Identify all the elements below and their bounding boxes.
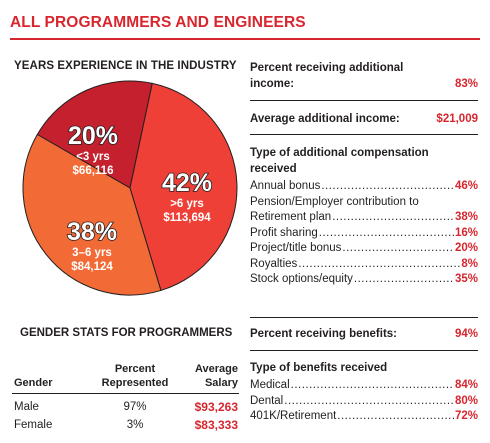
slice-salary-label: $66,116 (73, 165, 114, 177)
slice-percent-label: 42% (162, 169, 212, 197)
percent-header-line-2: Represented (101, 377, 169, 389)
comp-item-project-bonus: Project/title bonus20% (250, 241, 478, 257)
compensation-title-2: received (250, 163, 297, 175)
slice-range-label: 3–6 yrs (72, 247, 112, 259)
salary-cell-male: $93,263 (194, 400, 238, 414)
slice-percent-label: 20% (68, 122, 118, 150)
slice-range-label: >6 yrs (170, 198, 204, 210)
benefit-item-401k: 401K/Retirement72% (250, 409, 478, 425)
salary-cell-female: $83,333 (194, 418, 238, 432)
comp-item-annual-bonus: Annual bonus46% (250, 179, 478, 195)
benefit-item-medical: Medical84% (250, 378, 478, 394)
benefit-types-title: Type of benefits received (250, 362, 388, 374)
gender-cell-female: Female (14, 419, 53, 431)
benefit-types-block: Type of benefits received Medical84% Den… (250, 360, 478, 425)
gender-stats-title: GENDER STATS FOR PROGRAMMERS (20, 327, 233, 339)
compensation-types-block: Type of additional compensation received… (250, 145, 478, 288)
gender-column-header: Gender (14, 377, 53, 389)
comp-item-pension-line-1: Pension/Employer contribution to (250, 195, 419, 208)
rule-1 (250, 100, 478, 101)
comp-item-retirement-plan: Retirement plan38% (250, 210, 478, 226)
pie-slice (129, 82, 238, 292)
comp-item-royalties: Royalties8% (250, 257, 478, 273)
title-rule (10, 38, 480, 40)
avg-additional-income-label: Average additional income: (250, 113, 400, 125)
benefits-block: Percent receiving benefits: 94% (250, 326, 478, 342)
salary-header-line-1: Average (194, 363, 238, 375)
pie-slice (36, 80, 153, 189)
gender-cell-male: Male (14, 401, 39, 413)
benefits-label: Percent receiving benefits: (250, 328, 397, 340)
rule-4 (250, 350, 478, 351)
benefits-value: 94% (454, 328, 478, 340)
compensation-title-1: Type of additional compensation (250, 147, 429, 159)
slice-salary-label: $84,124 (71, 261, 113, 273)
additional-income-label-1: Percent receiving additional (250, 62, 404, 74)
slice-percent-label: 38% (67, 218, 117, 246)
comp-item-profit-sharing: Profit sharing16% (250, 226, 478, 242)
salary-column-header: Average Salary (180, 362, 238, 390)
gender-table-rule (12, 393, 239, 394)
percent-column-header: Percent Represented (85, 362, 185, 390)
slice-range-label: <3 yrs (76, 151, 110, 163)
percent-cell-female: 3% (126, 419, 144, 431)
percent-header-line-1: Percent (114, 363, 156, 375)
rule-3 (250, 317, 478, 318)
rule-2 (250, 134, 478, 135)
percent-cell-male: 97% (123, 401, 147, 413)
additional-income-label-2: income: (250, 78, 295, 90)
slice-salary-label: $113,694 (163, 212, 211, 224)
avg-additional-income-block: Average additional income: $21,009 (250, 111, 478, 127)
benefit-item-dental: Dental80% (250, 394, 478, 410)
salary-header-line-2: Salary (204, 377, 238, 389)
page-title: ALL PROGRAMMERS AND ENGINEERS (10, 14, 306, 31)
additional-income-value: 83% (454, 78, 478, 90)
avg-additional-income-value: $21,009 (436, 113, 478, 125)
additional-income-block: Percent receiving additional income: 83% (250, 60, 478, 92)
pie-slice (22, 133, 162, 296)
experience-pie-chart: 20%<3 yrs $66,116 42%>6 yrs $113,694 38%3–6 … (22, 80, 238, 296)
pie-chart-title: YEARS EXPERIENCE IN THE INDUSTRY (14, 60, 237, 72)
comp-item-stock-options: Stock options/equity35% (250, 272, 478, 288)
